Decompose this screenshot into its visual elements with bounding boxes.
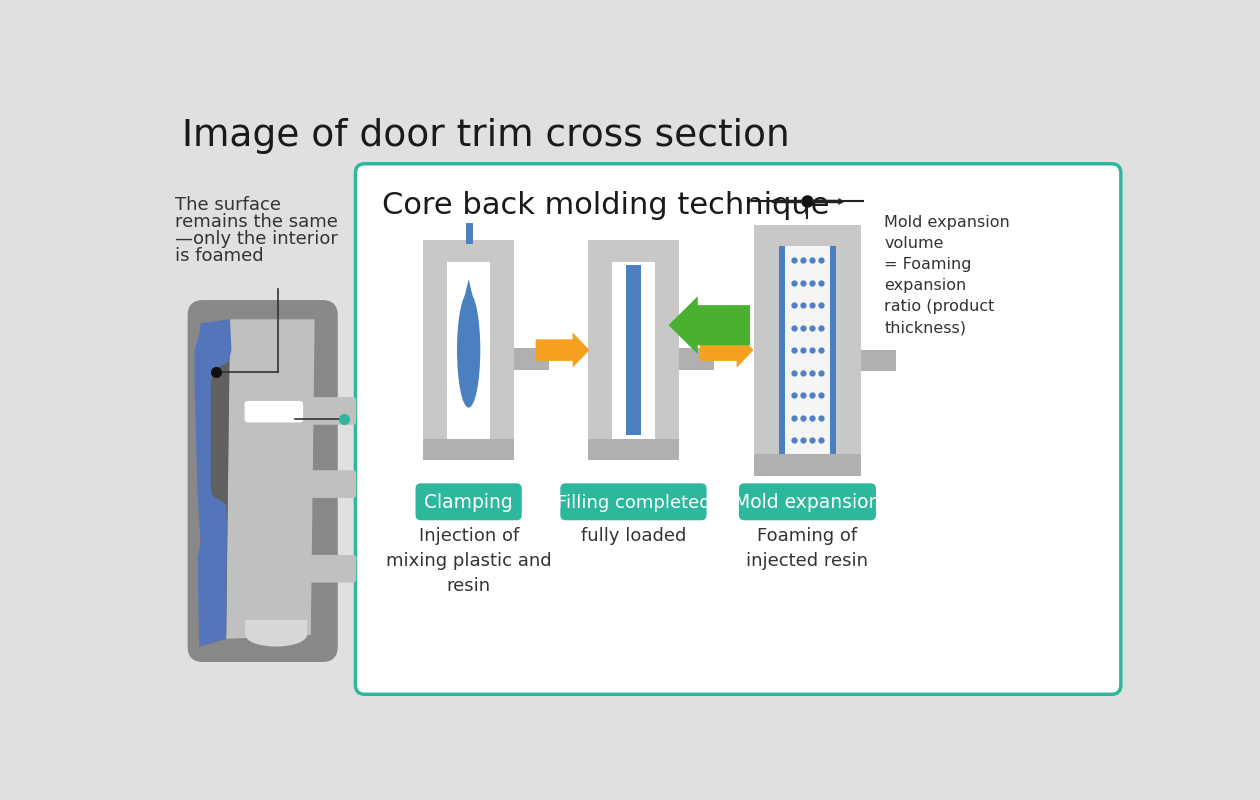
Text: Filling completed: Filling completed — [557, 494, 711, 511]
Bar — [634, 240, 679, 262]
Bar — [779, 246, 837, 454]
Bar — [753, 454, 808, 476]
Text: Clamping: Clamping — [425, 493, 513, 512]
Bar — [587, 438, 634, 460]
FancyArrow shape — [699, 332, 753, 368]
Polygon shape — [462, 279, 475, 306]
Polygon shape — [199, 319, 229, 646]
Bar — [655, 240, 679, 438]
FancyBboxPatch shape — [244, 401, 304, 422]
Bar — [753, 225, 779, 454]
Bar — [679, 348, 714, 370]
Bar — [469, 438, 514, 460]
Bar — [423, 438, 469, 460]
FancyArrow shape — [669, 296, 750, 354]
Bar — [490, 240, 514, 438]
FancyBboxPatch shape — [307, 470, 357, 498]
FancyArrow shape — [770, 198, 803, 205]
FancyBboxPatch shape — [738, 483, 876, 520]
Text: Mold expansion: Mold expansion — [735, 493, 881, 512]
Bar — [423, 240, 447, 438]
Text: The surface: The surface — [174, 196, 281, 214]
Bar — [830, 246, 837, 454]
Ellipse shape — [246, 623, 307, 646]
Bar — [514, 348, 549, 370]
FancyBboxPatch shape — [355, 164, 1121, 694]
FancyBboxPatch shape — [188, 300, 338, 662]
Polygon shape — [194, 319, 232, 646]
Bar — [861, 350, 896, 371]
Text: —only the interior: —only the interior — [174, 230, 338, 248]
Text: is foamed: is foamed — [174, 247, 263, 265]
Bar — [423, 240, 469, 262]
Bar — [779, 246, 785, 454]
Text: remains the same: remains the same — [174, 213, 338, 231]
Bar — [634, 438, 679, 460]
FancyBboxPatch shape — [561, 483, 707, 520]
Bar — [837, 225, 861, 454]
Bar — [808, 454, 861, 476]
Bar — [587, 240, 634, 262]
Bar — [626, 266, 641, 434]
Ellipse shape — [457, 293, 480, 408]
Bar — [469, 240, 514, 262]
FancyBboxPatch shape — [307, 555, 357, 582]
Text: Injection of
mixing plastic and
resin: Injection of mixing plastic and resin — [386, 527, 552, 595]
Bar — [808, 225, 861, 246]
FancyBboxPatch shape — [416, 483, 522, 520]
Bar — [753, 225, 808, 246]
Bar — [587, 240, 612, 438]
Text: fully loaded: fully loaded — [581, 527, 687, 546]
FancyBboxPatch shape — [307, 397, 357, 425]
Text: Core back molding technique: Core back molding technique — [382, 191, 829, 220]
Bar — [246, 619, 307, 635]
Text: Foaming of
injected resin: Foaming of injected resin — [746, 527, 868, 570]
Text: Mold expansion
volume
= Foaming
expansion
ratio (product
thickness): Mold expansion volume = Foaming expansio… — [885, 215, 1011, 335]
FancyArrow shape — [811, 198, 845, 205]
Polygon shape — [226, 319, 315, 639]
Text: Image of door trim cross section: Image of door trim cross section — [183, 118, 790, 154]
FancyArrow shape — [536, 332, 590, 368]
